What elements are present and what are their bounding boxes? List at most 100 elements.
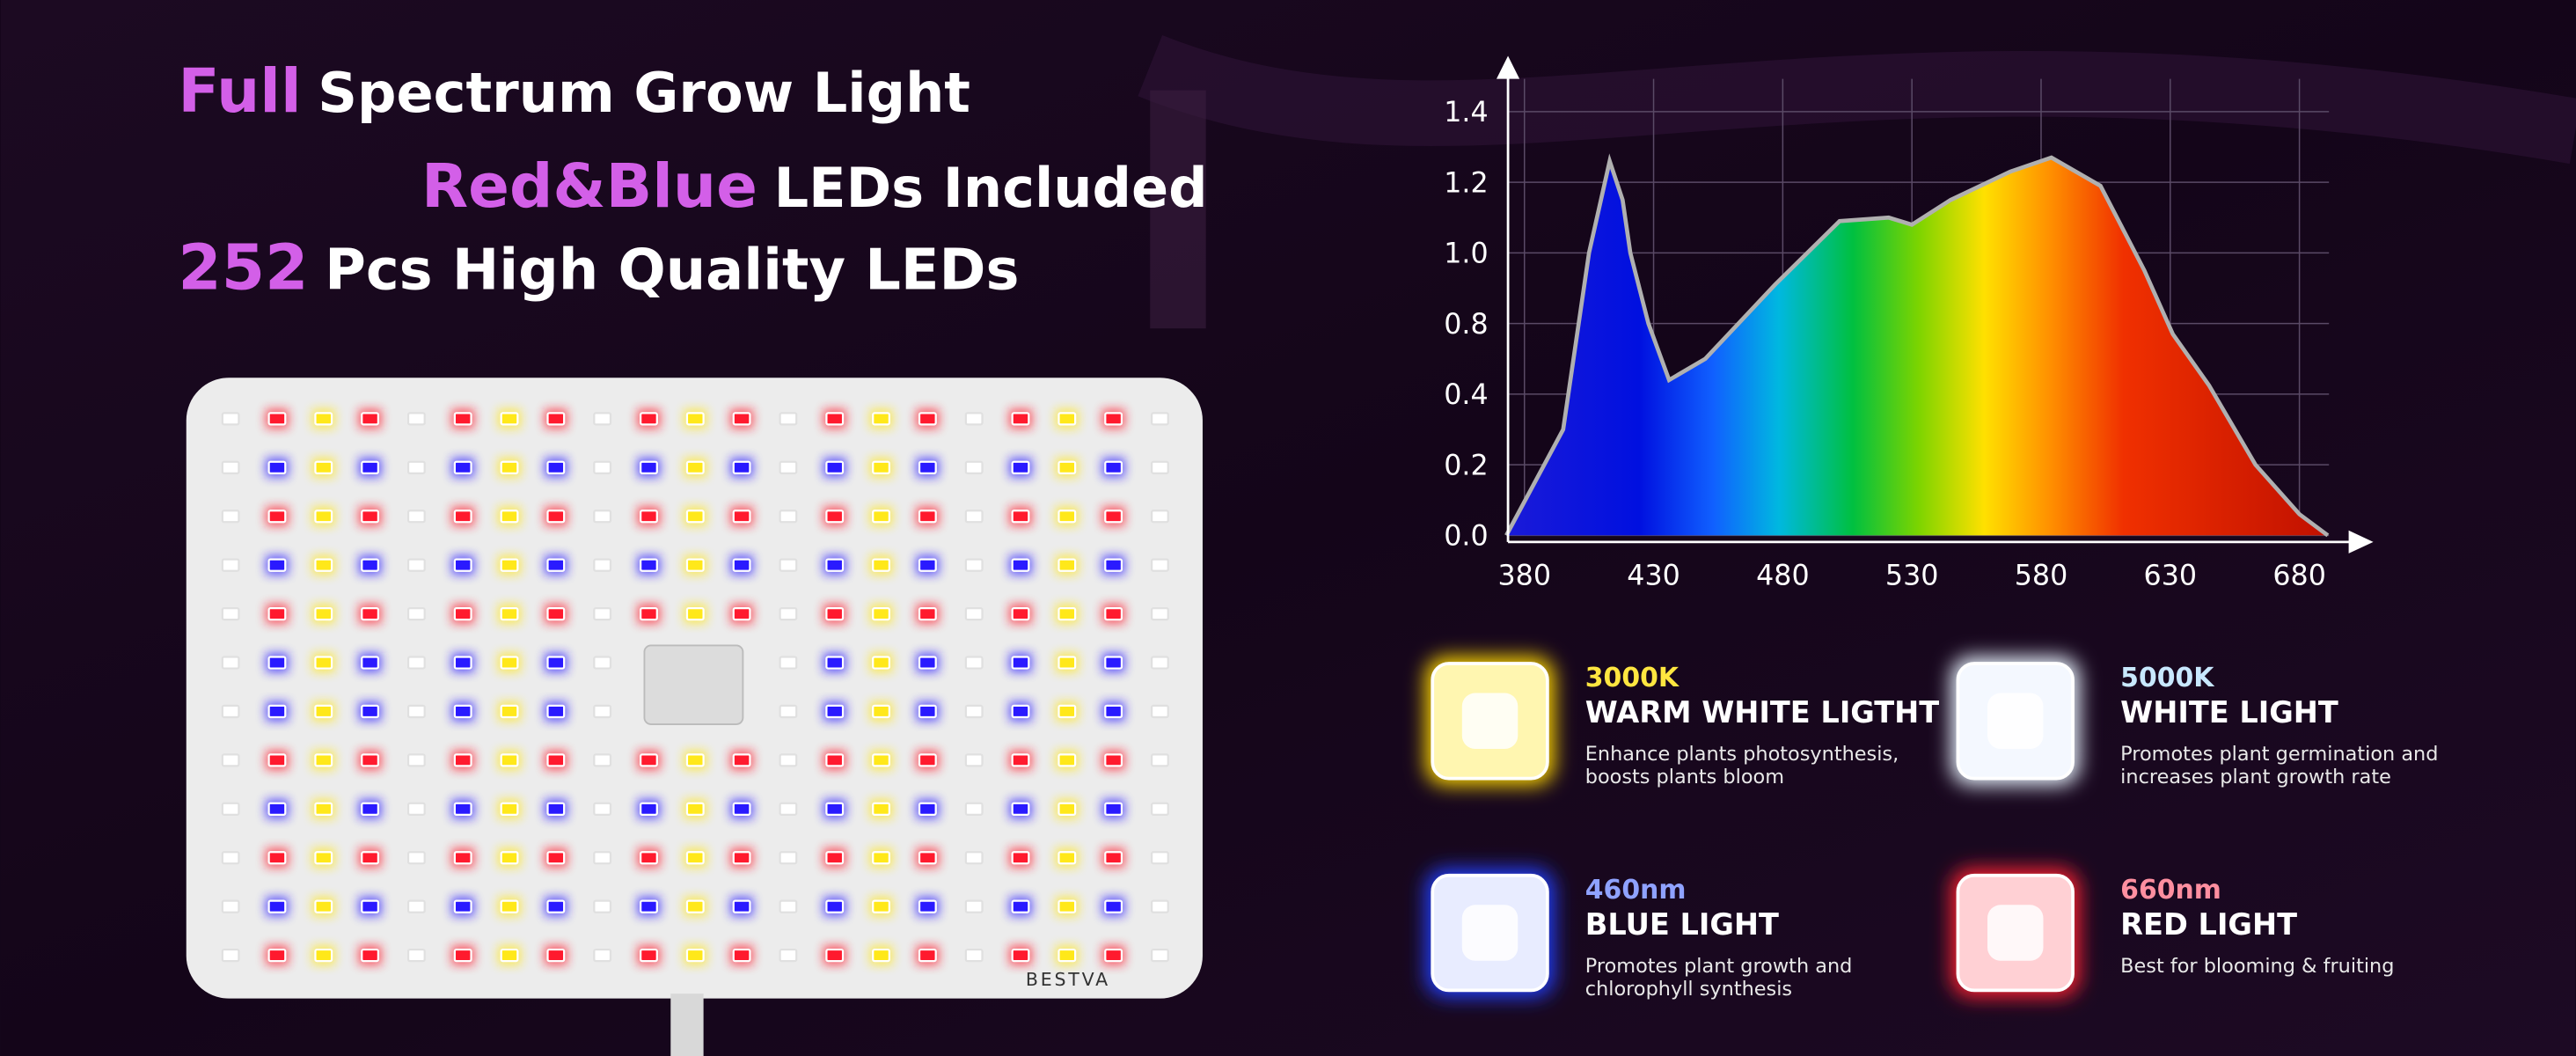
headline-line: 252 Pcs High Quality LEDs [178, 231, 1019, 304]
led [732, 753, 751, 767]
led [221, 948, 240, 963]
headline-text: Pcs High Quality LEDs [325, 238, 1019, 303]
led [546, 704, 566, 719]
card-title: WARM WHITE LIGTHT [1585, 695, 1940, 730]
icon-inner [1987, 905, 2044, 961]
led [314, 704, 333, 719]
led [779, 753, 798, 767]
led [825, 899, 845, 913]
y-tick-label: 0.0 [1444, 521, 1488, 553]
x-tick-label: 380 [1497, 560, 1551, 591]
led [685, 802, 705, 816]
led [500, 851, 519, 865]
led [361, 510, 380, 524]
led [221, 460, 240, 474]
led [1011, 899, 1030, 913]
led [1011, 460, 1030, 474]
led [221, 510, 240, 524]
led [593, 460, 612, 474]
led [825, 851, 845, 865]
card-desc: Best for blooming & fruiting [2120, 955, 2394, 978]
led [964, 510, 984, 524]
led [685, 412, 705, 426]
card-desc: Promotes plant growth and [1585, 955, 1853, 978]
led [1057, 656, 1077, 670]
headline-line: Red&Blue LEDs Included [421, 151, 1208, 222]
led [314, 851, 333, 865]
led [500, 802, 519, 816]
led [500, 460, 519, 474]
led [1150, 704, 1169, 719]
led [1057, 606, 1077, 621]
led [732, 948, 751, 963]
led [267, 948, 287, 963]
led [267, 802, 287, 816]
card-desc: Promotes plant germination and [2120, 743, 2438, 766]
y-tick-label: 1.0 [1444, 238, 1488, 270]
y-tick-label: 1.4 [1444, 97, 1488, 128]
led [453, 851, 472, 865]
led [918, 412, 937, 426]
led [1011, 948, 1030, 963]
led [964, 656, 984, 670]
led [732, 899, 751, 913]
led [593, 948, 612, 963]
led [779, 948, 798, 963]
led [640, 948, 658, 963]
led [732, 851, 751, 865]
headline-highlight: Full [178, 56, 301, 127]
led [825, 460, 845, 474]
led [314, 412, 333, 426]
led [1150, 753, 1169, 767]
led [640, 558, 658, 572]
led [500, 899, 519, 913]
led [825, 558, 845, 572]
led [918, 899, 937, 913]
led [1057, 851, 1077, 865]
headline-text: LEDs Included [774, 156, 1208, 220]
led [685, 460, 705, 474]
led [267, 656, 287, 670]
led [314, 948, 333, 963]
x-tick-label: 480 [1756, 560, 1810, 591]
led [361, 753, 380, 767]
card-title: BLUE LIGHT [1585, 907, 1779, 942]
mount-plate [643, 644, 744, 725]
led [825, 802, 845, 816]
led [872, 899, 890, 913]
led [406, 606, 426, 621]
x-arrow [2348, 530, 2374, 554]
led [1011, 510, 1030, 524]
led [546, 412, 566, 426]
card-tag: 3000K [1585, 663, 1680, 693]
led [872, 948, 890, 963]
led [685, 899, 705, 913]
led [1011, 558, 1030, 572]
card-desc: chlorophyll synthesis [1585, 978, 1792, 1001]
led [221, 802, 240, 816]
led [825, 704, 845, 719]
led [964, 802, 984, 816]
led [1150, 460, 1169, 474]
led [546, 606, 566, 621]
led [685, 558, 705, 572]
led [1104, 899, 1123, 913]
led [267, 899, 287, 913]
led [1104, 558, 1123, 572]
led [314, 753, 333, 767]
led [1104, 510, 1123, 524]
led [779, 656, 798, 670]
led [918, 510, 937, 524]
led [500, 704, 519, 719]
led [221, 656, 240, 670]
led [1150, 851, 1169, 865]
led [500, 948, 519, 963]
led [221, 899, 240, 913]
led [593, 704, 612, 719]
y-tick-label: 0.2 [1444, 450, 1488, 481]
x-tick-label: 630 [2144, 560, 2198, 591]
x-tick-label: 580 [2015, 560, 2068, 591]
led [267, 606, 287, 621]
led [1150, 412, 1169, 426]
